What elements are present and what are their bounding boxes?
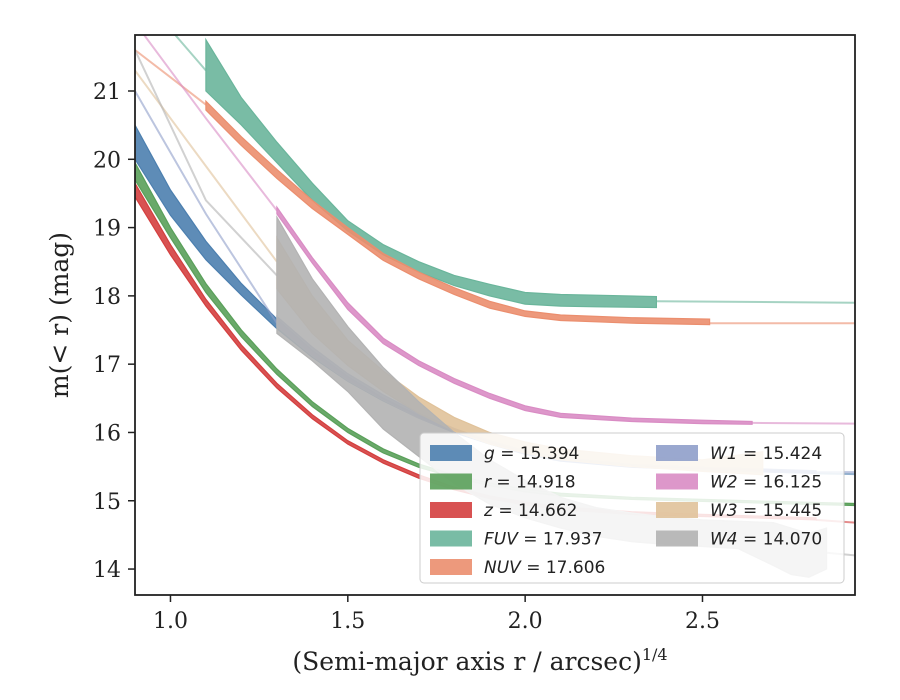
y-tick-label: 20: [93, 148, 121, 173]
legend: g = 15.394 r = 14.918 z = 14.662 FUV = 17.9…: [419, 432, 845, 584]
x-tick-label: 2.5: [685, 609, 720, 634]
legend-swatch-fuv: [430, 530, 472, 547]
series-w2-outer-line: [752, 421, 855, 425]
legend-swatch-r: [430, 473, 472, 490]
legend-swatch-nuv: [430, 559, 472, 575]
series-r: [135, 162, 855, 507]
y-tick-label: 18: [93, 285, 121, 310]
legend-swatch-g: [430, 445, 472, 461]
y-axis: 14 15 16 17 18 19 20 21: [93, 80, 135, 583]
legend-entry-z: z = 14.662: [483, 501, 577, 521]
series-nuv: [135, 49, 855, 326]
series-r-band: [135, 162, 855, 507]
legend-swatch-w4: [656, 530, 698, 547]
series-w4-extrapolation-line: [135, 49, 278, 277]
y-tick-label: 21: [93, 80, 121, 105]
legend-swatch-w2: [656, 473, 698, 490]
legend-entry-fuv: FUV = 17.937: [484, 530, 602, 550]
legend-entry-g: g = 15.394: [484, 444, 579, 464]
legend-entry-w3: W3 = 15.445: [710, 501, 822, 521]
series-fuv-extrapolation-line: [173, 35, 207, 72]
y-tick-label: 16: [93, 421, 121, 446]
series-fuv: [173, 35, 855, 309]
x-axis-label: (Semi-major axis r / arcsec)1/4: [292, 645, 667, 676]
legend-entry-w2: W2 = 16.125: [710, 473, 822, 493]
x-tick-label: 1.5: [330, 609, 365, 634]
y-tick-label: 19: [93, 217, 121, 242]
series-nuv-band: [205, 99, 711, 326]
legend-entry-w4: W4 = 14.070: [710, 530, 822, 550]
x-tick-label: 1.0: [153, 609, 188, 634]
x-tick-label: 2.0: [508, 609, 543, 634]
y-tick-label: 14: [93, 558, 121, 583]
legend-box: [419, 432, 845, 584]
series-w2-band: [276, 205, 753, 425]
x-axis-label-superscript: 1/4: [642, 645, 668, 664]
legend-entry-r: r = 14.918: [484, 473, 576, 493]
series-fuv-outer-line: [656, 300, 855, 304]
series-w1: [135, 90, 855, 475]
legend-entry-w1: W1 = 15.424: [710, 444, 822, 464]
legend-swatch-w3: [656, 502, 698, 518]
x-axis: 1.0 1.5 2.0 2.5: [153, 595, 720, 634]
series-w2-extrapolation-line: [142, 35, 278, 212]
x-axis-label-text: (Semi-major axis r / arcsec): [292, 647, 641, 676]
y-tick-label: 15: [93, 490, 121, 515]
y-axis-label: m(< r) (mag): [45, 232, 74, 398]
series-w2: [142, 35, 855, 425]
series-nuv-extrapolation-line: [135, 49, 207, 106]
y-tick-label: 17: [93, 353, 121, 378]
legend-swatch-z: [430, 502, 472, 518]
series-w1-extrapolation-line: [135, 90, 278, 324]
legend-entry-nuv: NUV = 17.606: [484, 558, 605, 578]
plot-frame: [134, 34, 856, 596]
legend-swatch-w1: [656, 445, 698, 461]
